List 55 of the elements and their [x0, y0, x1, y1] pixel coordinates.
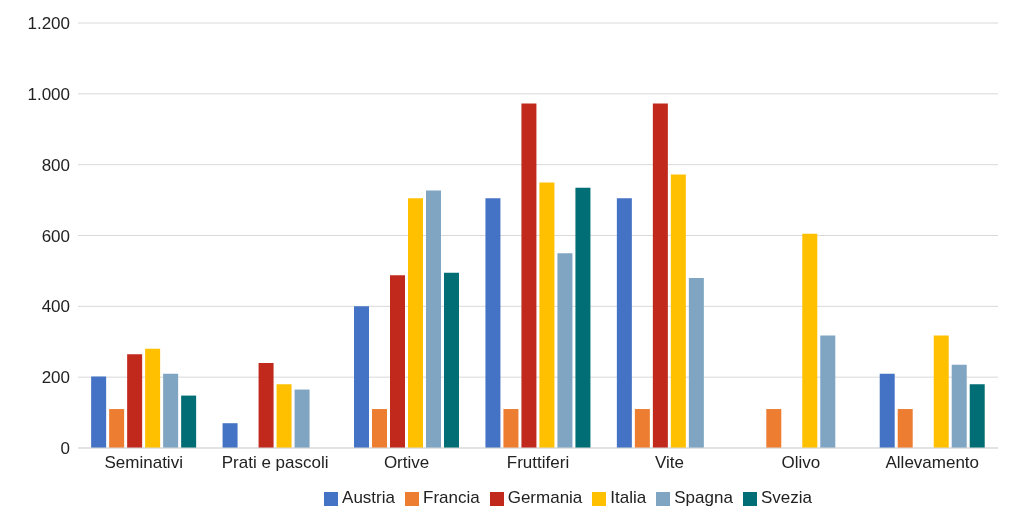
bar	[933, 335, 949, 448]
bar	[426, 190, 441, 448]
legend-label: Francia	[423, 488, 480, 507]
y-tick-label: 1.200	[27, 14, 70, 34]
bar	[181, 395, 197, 448]
legend-label: Germania	[507, 488, 583, 507]
bar	[897, 409, 913, 448]
bar	[485, 198, 501, 448]
bar	[951, 364, 967, 448]
bar	[802, 233, 818, 448]
bar	[258, 363, 274, 448]
bar	[444, 272, 459, 448]
legend-label: Spagna	[674, 488, 733, 507]
x-tick-label: Fruttiferi	[506, 453, 570, 473]
x-tick-label: Ortive	[383, 453, 430, 473]
x-tick-label: Seminativi	[104, 453, 183, 473]
bar	[766, 409, 782, 448]
bar	[557, 253, 573, 448]
x-tick-label: Prati e pascoli	[221, 453, 329, 473]
x-tick-label: Olivo	[781, 453, 821, 473]
bar	[390, 275, 405, 448]
bar	[652, 103, 668, 448]
bar	[969, 384, 985, 448]
y-tick-label: 200	[41, 368, 70, 388]
y-tick-label: 1.000	[27, 84, 70, 104]
bar	[670, 174, 686, 448]
legend-label: Italia	[610, 488, 647, 507]
bar	[127, 354, 143, 448]
y-tick-label: 600	[41, 226, 70, 246]
bar	[820, 335, 836, 448]
bar	[109, 409, 125, 448]
bar	[294, 389, 310, 448]
bar	[521, 103, 537, 448]
y-tick-label: 800	[41, 155, 70, 175]
bar	[372, 409, 387, 448]
bar	[503, 409, 519, 448]
bar	[688, 278, 704, 448]
bar	[879, 373, 895, 448]
bar	[616, 198, 632, 448]
bar	[91, 376, 107, 448]
bar	[163, 373, 179, 448]
legend-label: Svezia	[760, 488, 812, 507]
bar	[222, 423, 238, 448]
bar	[634, 409, 650, 448]
x-tick-label: Vite	[654, 453, 684, 473]
bar	[539, 182, 555, 448]
bar	[408, 198, 423, 448]
legend-label: Austria	[342, 488, 395, 507]
bar	[276, 384, 292, 448]
y-tick-label: 400	[41, 297, 70, 317]
x-tick-label: Allevamento	[885, 453, 980, 473]
bar	[145, 348, 161, 448]
bar	[575, 187, 591, 448]
y-tick-label: 0	[60, 439, 70, 459]
bar	[354, 306, 369, 448]
